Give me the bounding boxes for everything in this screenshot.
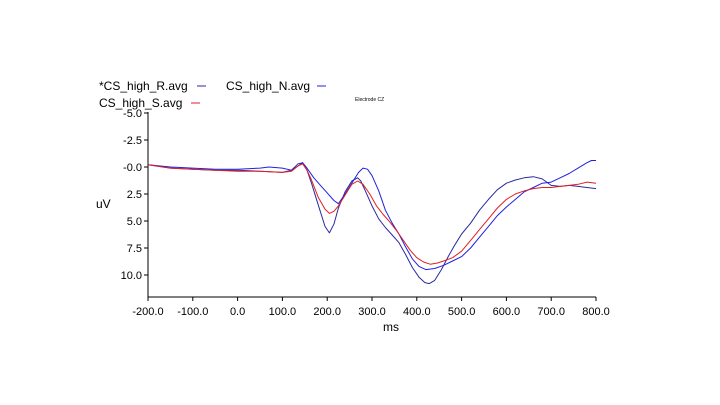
y-tick-label: 7.5	[127, 243, 142, 255]
axes	[147, 112, 596, 298]
legend-label-r: *CS_high_R.avg	[99, 79, 188, 93]
series-line-0	[147, 162, 597, 285]
legend-label-s: CS_high_S.avg	[99, 96, 182, 110]
y-tick-label: 2.5	[127, 189, 142, 201]
y-axis-label: uV	[96, 197, 111, 211]
x-tick-label: -100.0	[177, 306, 208, 318]
legend-label-n: CS_high_N.avg	[226, 79, 310, 93]
x-tick-label: 300.0	[358, 306, 386, 318]
x-tick-label: 500.0	[448, 306, 476, 318]
series-lines	[147, 160, 597, 285]
legend: *CS_high_R.avg CS_high_N.avg CS_high_S.a…	[99, 79, 326, 110]
y-tick-label: -2.5	[123, 135, 142, 147]
y-tick-label: 5.0	[127, 216, 142, 228]
electrode-annotation: Electrode CZ	[355, 97, 384, 103]
x-tick-label: 700.0	[537, 306, 565, 318]
x-tick-label: 800.0	[582, 306, 610, 318]
x-ticks: -200.0 -100.0 0.0 100.0 200.0 300.0 400.0 500.0…	[132, 297, 610, 318]
x-tick-label: 600.0	[493, 306, 521, 318]
y-tick-label: -5.0	[123, 108, 142, 120]
y-ticks: -5.0 -2.5 -0.0 2.5 5.0 7.5 10.0	[121, 108, 148, 282]
x-tick-label: 100.0	[269, 306, 297, 318]
x-axis-label: ms	[383, 320, 399, 334]
series-line-2	[147, 163, 597, 265]
x-tick-label: -200.0	[132, 306, 163, 318]
x-tick-label: 0.0	[230, 306, 245, 318]
y-tick-label: 10.0	[121, 270, 142, 282]
y-tick-label: -0.0	[123, 162, 142, 174]
x-tick-label: 200.0	[313, 306, 341, 318]
x-tick-label: 400.0	[403, 306, 431, 318]
